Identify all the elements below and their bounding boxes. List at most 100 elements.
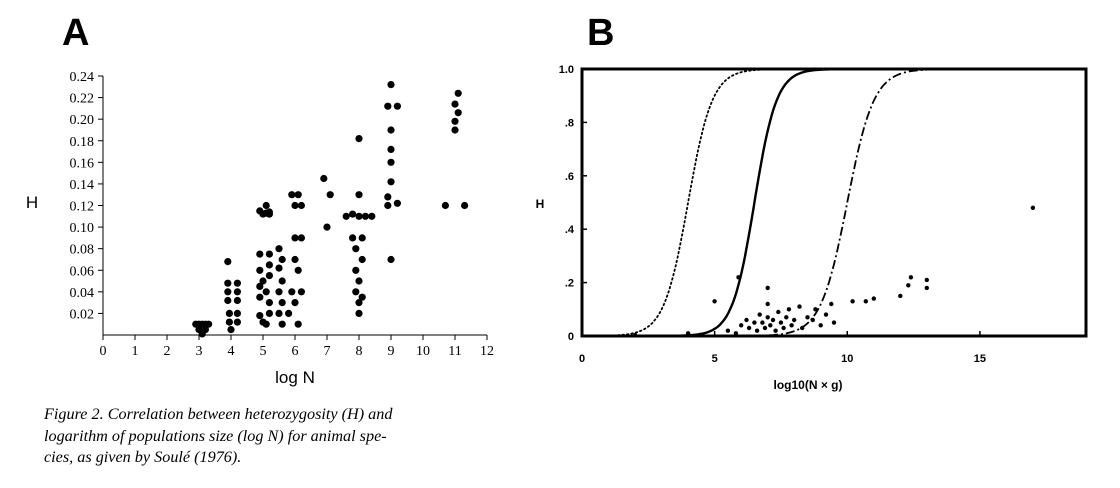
data-point xyxy=(387,255,395,264)
data-point xyxy=(387,158,395,166)
data-point xyxy=(765,315,770,320)
data-point xyxy=(278,320,286,328)
data-point xyxy=(256,266,264,274)
y-tick-label: .4 xyxy=(565,224,575,236)
data-point xyxy=(256,293,264,301)
data-point xyxy=(454,89,462,97)
data-point xyxy=(225,318,233,326)
data-point xyxy=(262,320,270,328)
series-curve-dashdot xyxy=(582,68,1086,337)
y-axis-label: H xyxy=(26,193,38,212)
data-point xyxy=(358,255,366,264)
y-tick-label: 0.12 xyxy=(70,200,95,215)
y-tick-label: .2 xyxy=(565,278,574,290)
data-point xyxy=(792,317,797,323)
y-tick-label: 0.14 xyxy=(70,178,95,193)
data-point xyxy=(384,201,392,210)
x-tick-label: 6 xyxy=(292,344,299,359)
data-point xyxy=(850,299,855,304)
x-tick-label: 9 xyxy=(388,344,395,359)
data-point xyxy=(256,250,264,258)
data-point xyxy=(227,326,235,334)
data-point xyxy=(275,288,283,296)
data-point xyxy=(813,307,818,312)
data-point xyxy=(829,301,834,307)
data-point xyxy=(685,331,691,336)
data-point xyxy=(786,307,792,312)
data-point xyxy=(757,312,762,317)
data-point xyxy=(297,201,305,210)
data-point xyxy=(768,323,773,328)
caption-line-3: cies, as given by Soulé (1976). xyxy=(44,448,242,466)
data-point xyxy=(224,288,232,296)
data-point xyxy=(699,332,704,337)
data-point xyxy=(871,296,876,301)
data-point xyxy=(776,309,781,315)
y-tick-label: 1.0 xyxy=(559,64,574,76)
data-point xyxy=(291,255,299,264)
x-tick-label: 12 xyxy=(480,344,494,359)
series-curve-solid xyxy=(582,67,1086,338)
data-point xyxy=(262,201,270,210)
data-point xyxy=(355,309,363,317)
data-point xyxy=(898,293,903,299)
data-point xyxy=(349,234,357,242)
x-axis-label: log10(N × g) xyxy=(773,378,842,392)
y-tick-label: 0.02 xyxy=(70,307,95,322)
data-point xyxy=(233,309,241,317)
data-point xyxy=(233,279,241,287)
data-point xyxy=(352,288,360,296)
x-tick-label: 0 xyxy=(100,344,107,359)
x-tick-label: 10 xyxy=(416,344,430,359)
x-tick-label: 7 xyxy=(324,344,331,359)
y-axis-label: H xyxy=(536,197,545,211)
data-point xyxy=(265,261,273,269)
data-point xyxy=(297,288,305,296)
data-point xyxy=(358,293,366,301)
data-point xyxy=(831,320,837,325)
data-point xyxy=(805,315,810,320)
data-point xyxy=(233,288,241,296)
data-point xyxy=(739,323,744,328)
series-curve-dotted xyxy=(581,68,1087,337)
y-tick-label: .6 xyxy=(565,171,574,183)
data-point xyxy=(259,277,267,285)
data-point xyxy=(818,323,823,328)
data-point xyxy=(224,296,232,305)
data-point xyxy=(800,325,805,331)
y-tick-label: 0.18 xyxy=(70,135,95,150)
y-tick-label: 0.22 xyxy=(70,92,95,107)
data-point xyxy=(275,245,283,253)
data-point xyxy=(451,126,459,134)
data-point xyxy=(736,275,741,280)
data-point xyxy=(746,325,752,331)
data-point xyxy=(823,312,829,317)
x-tick-label: 2 xyxy=(164,344,171,359)
data-point xyxy=(294,266,302,274)
y-tick-label: 0.06 xyxy=(70,264,95,279)
data-point xyxy=(355,212,363,220)
y-tick-label: 0 xyxy=(568,331,574,343)
data-point xyxy=(352,245,360,253)
data-point xyxy=(773,328,778,333)
data-point xyxy=(291,299,299,307)
data-point xyxy=(744,317,749,323)
data-point xyxy=(224,258,232,266)
data-point xyxy=(233,318,241,326)
y-tick-label: 0.10 xyxy=(70,221,95,236)
data-point xyxy=(454,109,462,117)
data-point xyxy=(198,330,206,338)
y-tick-label: 0.08 xyxy=(70,243,95,258)
data-point xyxy=(393,102,401,110)
data-point xyxy=(294,191,302,199)
data-point xyxy=(733,331,739,336)
data-point xyxy=(393,199,401,207)
data-point xyxy=(291,234,299,242)
data-point xyxy=(797,304,802,309)
data-point xyxy=(326,191,334,199)
data-point xyxy=(294,320,302,328)
x-tick-label: 10 xyxy=(841,353,853,365)
data-point xyxy=(233,296,241,305)
data-point xyxy=(355,299,363,307)
data-point xyxy=(278,277,286,285)
